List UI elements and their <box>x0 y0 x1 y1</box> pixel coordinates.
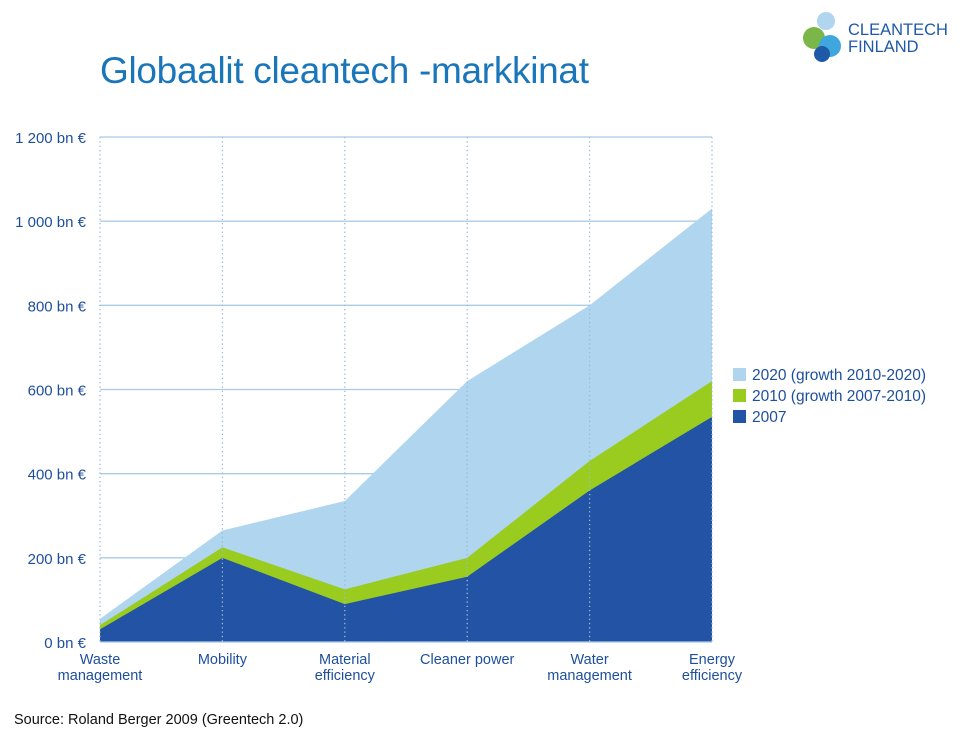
x-tick-label-5-1: efficiency <box>682 668 743 684</box>
x-tick-label-4-1: management <box>547 668 632 684</box>
x-tick-label-0-1: management <box>58 668 143 684</box>
y-tick-label-4: 800 bn € <box>28 298 87 315</box>
x-tick-label-2-0: Material <box>319 652 371 668</box>
y-tick-label-3: 600 bn € <box>28 383 87 400</box>
y-tick-label-1: 200 bn € <box>28 551 87 568</box>
logo-line-2: FINLAND <box>848 38 919 56</box>
x-tick-label-3-0: Cleaner power <box>420 652 514 668</box>
area-series-0 <box>100 416 712 642</box>
legend-swatch-0 <box>733 368 746 381</box>
logo-line-1: CLEANTECH <box>848 21 948 39</box>
legend-swatch-1 <box>733 389 746 402</box>
y-tick-label-2: 400 bn € <box>28 467 87 484</box>
x-tick-label-4-0: Water <box>571 652 609 668</box>
y-tick-label-6: 1 200 bn € <box>15 130 87 147</box>
logo-mark-icon <box>803 12 841 62</box>
y-tick-label-5: 1 000 bn € <box>15 214 87 231</box>
y-tick-label-0: 0 bn € <box>44 635 86 652</box>
legend-swatch-2 <box>733 410 746 423</box>
cleantech-finland-logo: CLEANTECH FINLAND <box>800 8 960 66</box>
legend-label-1: 2010 (growth 2007-2010) <box>752 388 926 405</box>
page-title: Globaalit cleantech -markkinat <box>100 50 589 91</box>
legend-label-0: 2020 (growth 2010-2020) <box>752 367 926 384</box>
x-tick-label-2-1: efficiency <box>315 668 376 684</box>
x-tick-label-5-0: Energy <box>689 652 736 668</box>
source-note: Source: Roland Berger 2009 (Greentech 2.… <box>14 712 304 728</box>
x-tick-label-1-0: Mobility <box>198 652 248 668</box>
x-tick-label-0-0: Waste <box>80 652 121 668</box>
legend-label-2: 2007 <box>752 409 786 426</box>
